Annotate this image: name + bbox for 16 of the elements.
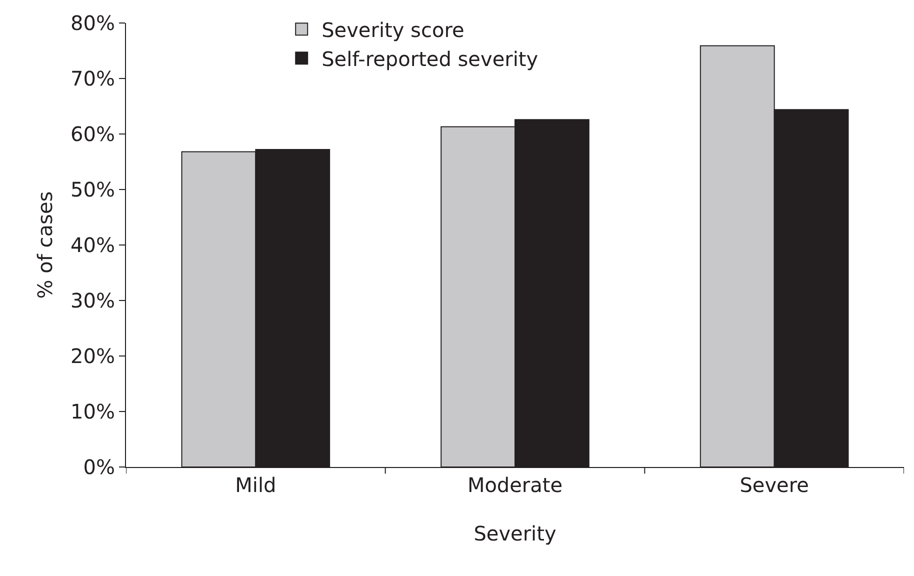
x-tick-label: Moderate: [467, 473, 563, 497]
legend-label: Self-reported severity: [322, 46, 538, 71]
y-axis-title: % of cases: [33, 191, 58, 299]
y-tick-label: 60%: [70, 122, 115, 146]
y-tick-label: 80%: [70, 11, 115, 35]
y-tick-label: 50%: [70, 178, 115, 202]
y-tick-label: 20%: [70, 344, 115, 368]
y-tick-label: 10%: [70, 400, 115, 424]
x-axis-title: Severity: [474, 522, 556, 546]
y-tick-label: 70%: [70, 66, 115, 90]
x-tick-label: Severe: [740, 473, 809, 497]
y-tick-label: 0%: [83, 455, 115, 479]
x-tick-label: Mild: [235, 473, 276, 497]
legend-label: Severity score: [322, 18, 464, 42]
y-tick-label: 40%: [70, 233, 115, 257]
y-tick-label: 30%: [70, 288, 115, 312]
